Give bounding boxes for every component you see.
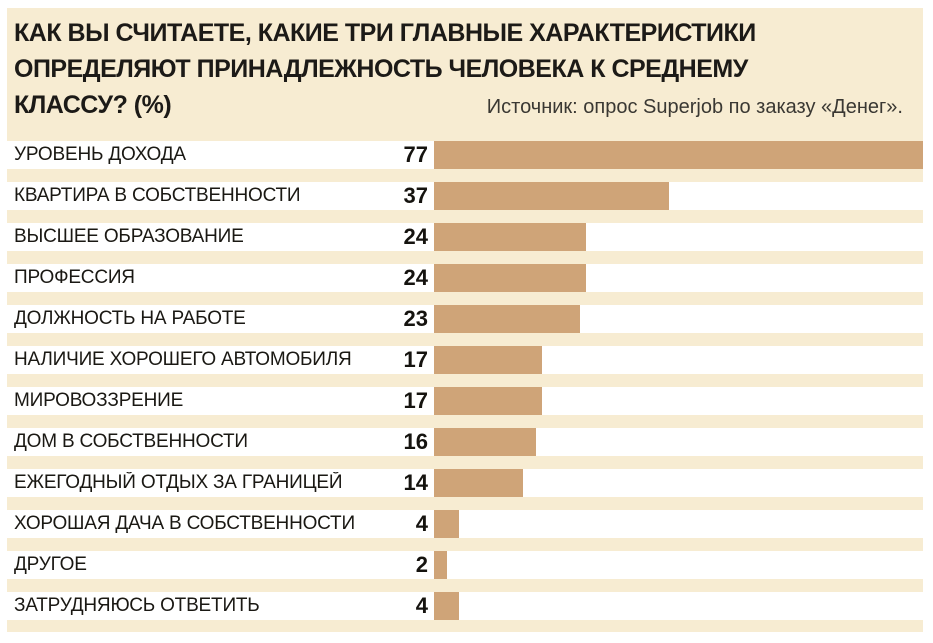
value-label: 24 [403, 224, 428, 249]
chart-row: НАЛИЧИЕ ХОРОШЕГО АВТОМОБИЛЯ 17 [7, 346, 923, 374]
bar-area [434, 346, 923, 374]
bar [434, 387, 542, 415]
source-note: Источник: опрос Superjob по заказу «Дене… [486, 96, 903, 118]
chart-title-line-2: ОПРЕДЕЛЯЮТ ПРИНАДЛЕЖНОСТЬ ЧЕЛОВЕКА К СРЕ… [14, 55, 748, 83]
value-label: 2 [415, 552, 428, 577]
category-label: ПРОФЕССИЯ [14, 267, 135, 288]
chart-row: ПРОФЕССИЯ 24 [7, 264, 923, 292]
bar-rows: УРОВЕНЬ ДОХОДА 77 КВАРТИРА В СОБСТВЕННОС… [7, 141, 923, 620]
bar [434, 510, 460, 538]
bar-area [434, 510, 923, 538]
category-label: УРОВЕНЬ ДОХОДА [14, 144, 186, 165]
chart-row: КВАРТИРА В СОБСТВЕННОСТИ 37 [7, 182, 923, 210]
value-label: 24 [403, 265, 428, 290]
bar-area [434, 551, 923, 579]
bar-area [434, 141, 923, 169]
bar-area [434, 428, 923, 456]
bar-area [434, 387, 923, 415]
chart-row: УРОВЕНЬ ДОХОДА 77 [7, 141, 923, 169]
bar [434, 469, 523, 497]
chart-row: ВЫСШЕЕ ОБРАЗОВАНИЕ 24 [7, 223, 923, 251]
value-label: 14 [403, 470, 428, 495]
value-label: 17 [403, 347, 428, 372]
bar [434, 346, 542, 374]
bar [434, 305, 581, 333]
category-label: ДРУГОЕ [14, 554, 87, 575]
bar [434, 592, 460, 620]
chart-row: ХОРОШАЯ ДАЧА В СОБСТВЕННОСТИ 4 [7, 510, 923, 538]
category-label: МИРОВОЗЗРЕНИЕ [14, 390, 184, 411]
value-label: 16 [403, 429, 428, 454]
category-label: ВЫСШЕЕ ОБРАЗОВАНИЕ [14, 226, 244, 247]
bar-area [434, 592, 923, 620]
chart-row: МИРОВОЗЗРЕНИЕ 17 [7, 387, 923, 415]
chart-row: ЗАТРУДНЯЮСЬ ОТВЕТИТЬ 4 [7, 592, 923, 620]
value-label: 37 [403, 183, 428, 208]
chart-title-line-3: КЛАССУ? (%) [14, 91, 172, 119]
infographic-panel: КАК ВЫ СЧИТАЕТЕ, КАКИЕ ТРИ ГЛАВНЫЕ ХАРАК… [7, 8, 923, 632]
category-label: ЗАТРУДНЯЮСЬ ОТВЕТИТЬ [14, 595, 260, 616]
bar [434, 223, 587, 251]
bar [434, 141, 923, 169]
bar-area [434, 182, 923, 210]
value-label: 4 [415, 511, 428, 536]
chart-header: КАК ВЫ СЧИТАЕТЕ, КАКИЕ ТРИ ГЛАВНЫЕ ХАРАК… [7, 8, 923, 141]
value-label: 4 [415, 593, 428, 618]
bar [434, 551, 447, 579]
category-label: ЕЖЕГОДНЫЙ ОТДЫХ ЗА ГРАНИЦЕЙ [14, 472, 343, 493]
chart-row: ДРУГОЕ 2 [7, 551, 923, 579]
value-label: 17 [403, 388, 428, 413]
bar-area [434, 223, 923, 251]
bar [434, 264, 587, 292]
bar-area [434, 264, 923, 292]
chart-row: ДОЛЖНОСТЬ НА РАБОТЕ 23 [7, 305, 923, 333]
bar-area [434, 469, 923, 497]
bar [434, 428, 536, 456]
category-label: НАЛИЧИЕ ХОРОШЕГО АВТОМОБИЛЯ [14, 349, 352, 370]
chart-title-line-1: КАК ВЫ СЧИТАЕТЕ, КАКИЕ ТРИ ГЛАВНЫЕ ХАРАК… [14, 19, 756, 47]
category-label: ДОМ В СОБСТВЕННОСТИ [14, 431, 248, 452]
category-label: ХОРОШАЯ ДАЧА В СОБСТВЕННОСТИ [14, 513, 355, 534]
category-label: ДОЛЖНОСТЬ НА РАБОТЕ [14, 308, 246, 329]
value-label: 23 [403, 306, 428, 331]
bar [434, 182, 669, 210]
value-label: 77 [403, 142, 428, 167]
bar-area [434, 305, 923, 333]
category-label: КВАРТИРА В СОБСТВЕННОСТИ [14, 185, 301, 206]
chart-row: ДОМ В СОБСТВЕННОСТИ 16 [7, 428, 923, 456]
chart-row: ЕЖЕГОДНЫЙ ОТДЫХ ЗА ГРАНИЦЕЙ 14 [7, 469, 923, 497]
